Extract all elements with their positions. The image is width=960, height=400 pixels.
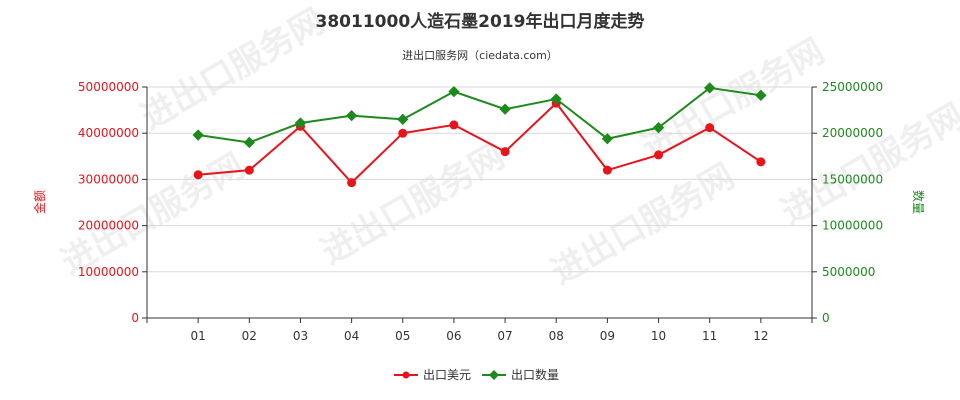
y-right-tick-label: 20000000 <box>822 126 883 140</box>
legend-item-amount[interactable]: 出口美元 <box>394 368 471 382</box>
y-left-axis-title: 金额 <box>32 190 47 214</box>
y-right-tick-label: 15000000 <box>822 172 883 186</box>
legend-item-quantity[interactable]: 出口数量 <box>482 367 559 382</box>
y-right-ticks: 0 5000000 10000000 15000000 20000000 25000000 <box>812 80 883 325</box>
y-left-tick-label: 40000000 <box>78 126 139 140</box>
data-point-quantity <box>192 129 204 141</box>
data-point-amount <box>654 150 664 160</box>
y-left-tick-label: 20000000 <box>78 219 139 233</box>
x-tick-label: 04 <box>344 329 359 343</box>
legend: 出口美元 出口数量 <box>394 367 559 382</box>
legend-marker-amount <box>402 371 410 379</box>
watermark-text: 进出口服务网 <box>775 96 960 233</box>
y-left-tick-label: 10000000 <box>78 265 139 279</box>
x-tick-label: 11 <box>702 329 717 343</box>
x-tick-label: 02 <box>242 329 257 343</box>
data-point-quantity <box>601 133 614 145</box>
x-tick-label: 12 <box>753 329 768 343</box>
data-point-amount <box>347 178 357 188</box>
data-point-quantity <box>243 136 255 149</box>
data-point-quantity <box>345 109 358 122</box>
x-tick-label: 01 <box>191 329 206 343</box>
legend-label-amount: 出口美元 <box>423 368 471 382</box>
x-ticks: 01 02 03 04 05 06 07 08 09 10 11 12 <box>146 318 813 343</box>
x-tick-label: 10 <box>651 329 666 343</box>
y-left-ticks: 0 10000000 20000000 30000000 40000000 5000000… <box>78 80 147 325</box>
watermark-text: 进出口服务网 <box>635 31 832 168</box>
data-point-quantity <box>448 85 460 98</box>
data-point-amount <box>449 120 459 130</box>
legend-marker-quantity <box>489 370 499 380</box>
x-tick-label: 07 <box>497 329 512 343</box>
y-left-tick-label: 50000000 <box>78 80 139 94</box>
y-right-tick-label: 5000000 <box>822 265 875 279</box>
x-tick-label: 06 <box>446 329 461 343</box>
y-left-tick-label: 0 <box>131 311 139 325</box>
series-line-quantity <box>198 86 761 144</box>
data-point-quantity <box>499 103 511 115</box>
y-left-tick-label: 30000000 <box>78 172 139 186</box>
x-tick-label: 09 <box>600 329 615 343</box>
x-tick-label: 03 <box>293 329 308 343</box>
y-right-tick-label: 0 <box>822 311 830 325</box>
y-right-tick-label: 25000000 <box>822 80 883 94</box>
watermark-text: 进出口服务网 <box>55 146 252 283</box>
legend-label-quantity: 出口数量 <box>511 367 559 382</box>
series-line-amount <box>198 101 762 185</box>
chart-title: 38011000人造石墨2019年出口月度走势 <box>316 11 645 32</box>
x-tick-label: 05 <box>395 329 410 343</box>
y-right-tick-label: 10000000 <box>822 219 883 233</box>
data-point-amount <box>756 157 766 167</box>
chart-subtitle: 进出口服务网（ciedata.com） <box>402 48 558 62</box>
data-point-quantity <box>397 113 409 125</box>
data-point-amount <box>244 165 254 175</box>
watermark-text: 进出口服务网 <box>315 136 512 273</box>
y-right-axis-title: 数量 <box>911 190 926 214</box>
axes <box>146 87 813 319</box>
data-point-amount <box>705 123 715 133</box>
x-tick-label: 08 <box>549 329 564 343</box>
data-point-amount <box>398 128 408 138</box>
data-point-amount <box>602 165 612 175</box>
watermark-text: 进出口服务网 <box>135 1 332 138</box>
data-point-amount <box>193 170 203 180</box>
data-point-amount <box>500 147 510 157</box>
